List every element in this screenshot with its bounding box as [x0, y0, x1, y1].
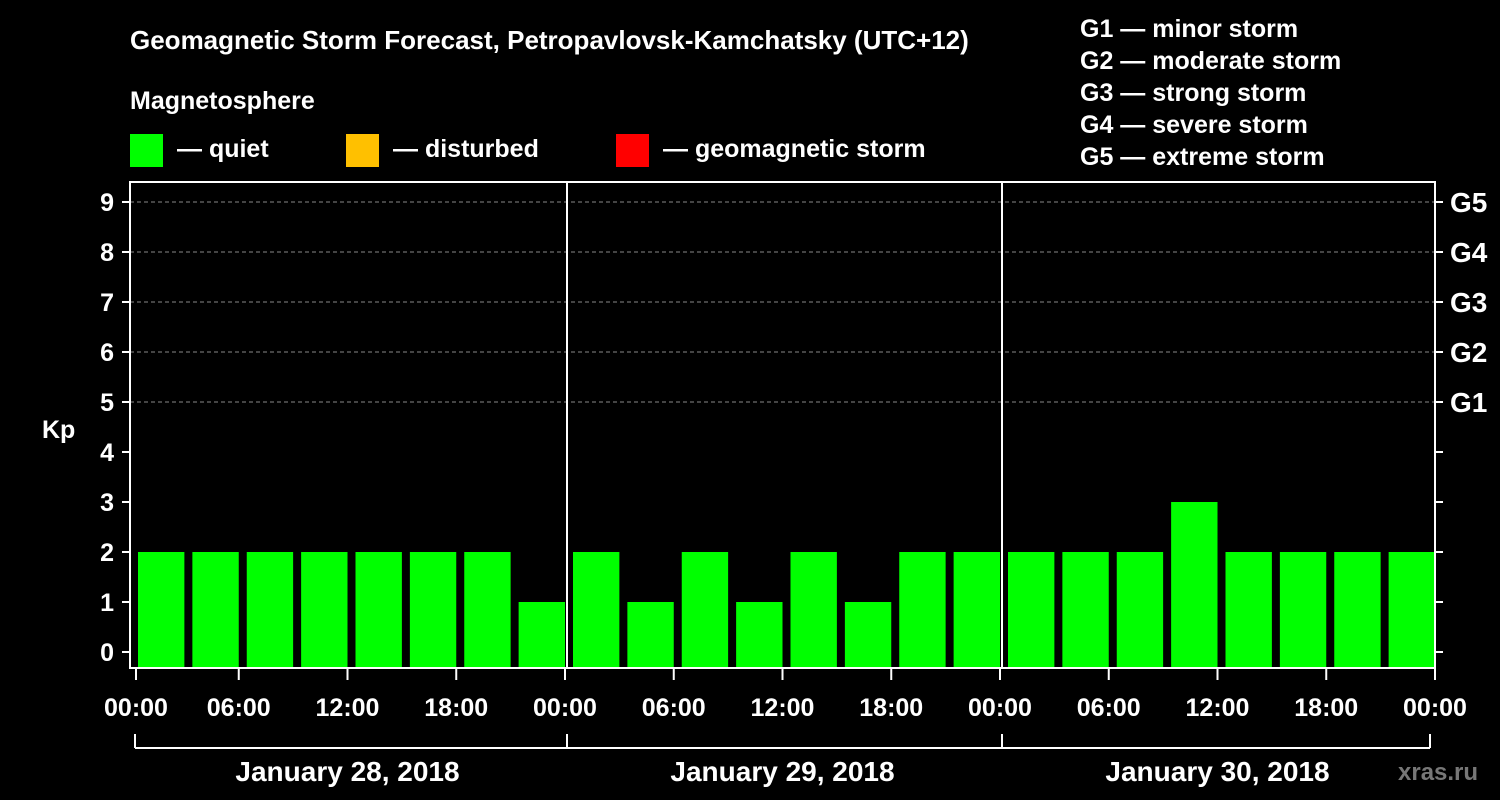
legend-swatch: [346, 134, 379, 167]
y-tick-label: 6: [100, 339, 114, 367]
x-tick-label: 12:00: [751, 694, 815, 722]
x-tick-label: 18:00: [859, 694, 923, 722]
bar: [138, 552, 185, 668]
y-tick-label: 5: [100, 389, 114, 417]
bar: [790, 552, 837, 668]
storm-level-tick-label: G1: [1450, 387, 1487, 418]
x-tick-label: 12:00: [316, 694, 380, 722]
day-label: January 29, 2018: [670, 756, 894, 787]
chart-subtitle: Magnetosphere: [130, 87, 315, 115]
y-tick-label: 8: [100, 239, 114, 267]
x-tick-label: 06:00: [207, 694, 271, 722]
bar: [627, 602, 674, 668]
storm-level-tick-label: G3: [1450, 287, 1487, 318]
bar: [355, 552, 402, 668]
legend-label: — quiet: [177, 135, 269, 163]
axes: 0 1 2 3 4 5 6 7 8 9 G1 G2 G3 G4 G5 00:00 06:00 12:00 18:00…: [100, 181, 1488, 787]
y-tick-label: 1: [100, 589, 114, 617]
x-tick-label: 00:00: [533, 694, 597, 722]
storm-level-item: G3 — strong storm: [1080, 79, 1306, 107]
x-tick-label: 18:00: [1294, 694, 1358, 722]
bar: [681, 552, 729, 668]
bars: [138, 502, 1435, 668]
legend-swatch: [616, 134, 649, 167]
legend-label: — geomagnetic storm: [663, 135, 926, 163]
day-label: January 28, 2018: [235, 756, 459, 787]
y-tick-label: 4: [100, 439, 114, 467]
bar: [573, 552, 620, 668]
x-tick-label: 00:00: [968, 694, 1032, 722]
bar: [899, 552, 946, 668]
bar: [1171, 502, 1218, 668]
bar: [246, 552, 294, 668]
grid-lines: [130, 201, 1435, 403]
bar: [1116, 552, 1164, 668]
bar: [1279, 552, 1327, 668]
credit-text: xras.ru: [1398, 759, 1478, 786]
y-tick-label: 9: [100, 189, 114, 217]
bar: [1225, 552, 1272, 668]
storm-level-item: G4 — severe storm: [1080, 111, 1308, 139]
x-tick-label: 00:00: [1403, 694, 1467, 722]
legend-label: — disturbed: [393, 135, 539, 163]
storm-level-list: G1 — minor storm G2 — moderate storm G3 — …: [1080, 15, 1341, 171]
y-axis-label: Kp: [42, 416, 75, 444]
x-tick-label: 18:00: [424, 694, 488, 722]
storm-level-item: G2 — moderate storm: [1080, 47, 1341, 75]
storm-level-tick-label: G2: [1450, 337, 1487, 368]
legend: — quiet — disturbed — geomagnetic storm: [130, 134, 926, 167]
bar: [953, 552, 1000, 668]
y-tick-label: 7: [100, 289, 114, 317]
storm-level-tick-label: G4: [1450, 237, 1488, 268]
bar: [1334, 552, 1381, 668]
bar: [464, 552, 511, 668]
y-tick-label: 3: [100, 489, 114, 517]
bar: [518, 602, 565, 668]
legend-swatch: [130, 134, 163, 167]
bar: [301, 552, 348, 668]
x-tick-label: 06:00: [642, 694, 706, 722]
bar: [1388, 552, 1435, 668]
bar: [1062, 552, 1109, 668]
bar: [736, 602, 783, 668]
chart-title: Geomagnetic Storm Forecast, Petropavlovs…: [130, 25, 969, 55]
storm-level-item: G1 — minor storm: [1080, 15, 1298, 43]
x-tick-label: 06:00: [1077, 694, 1141, 722]
y-tick-label: 0: [100, 639, 114, 667]
x-tick-label: 00:00: [104, 694, 168, 722]
bar: [844, 602, 892, 668]
day-label: January 30, 2018: [1105, 756, 1329, 787]
bar: [1008, 552, 1055, 668]
y-tick-label: 2: [100, 539, 114, 567]
bar: [409, 552, 457, 668]
storm-level-tick-label: G5: [1450, 187, 1487, 218]
bar: [192, 552, 239, 668]
x-tick-label: 12:00: [1186, 694, 1250, 722]
storm-level-item: G5 — extreme storm: [1080, 143, 1325, 171]
